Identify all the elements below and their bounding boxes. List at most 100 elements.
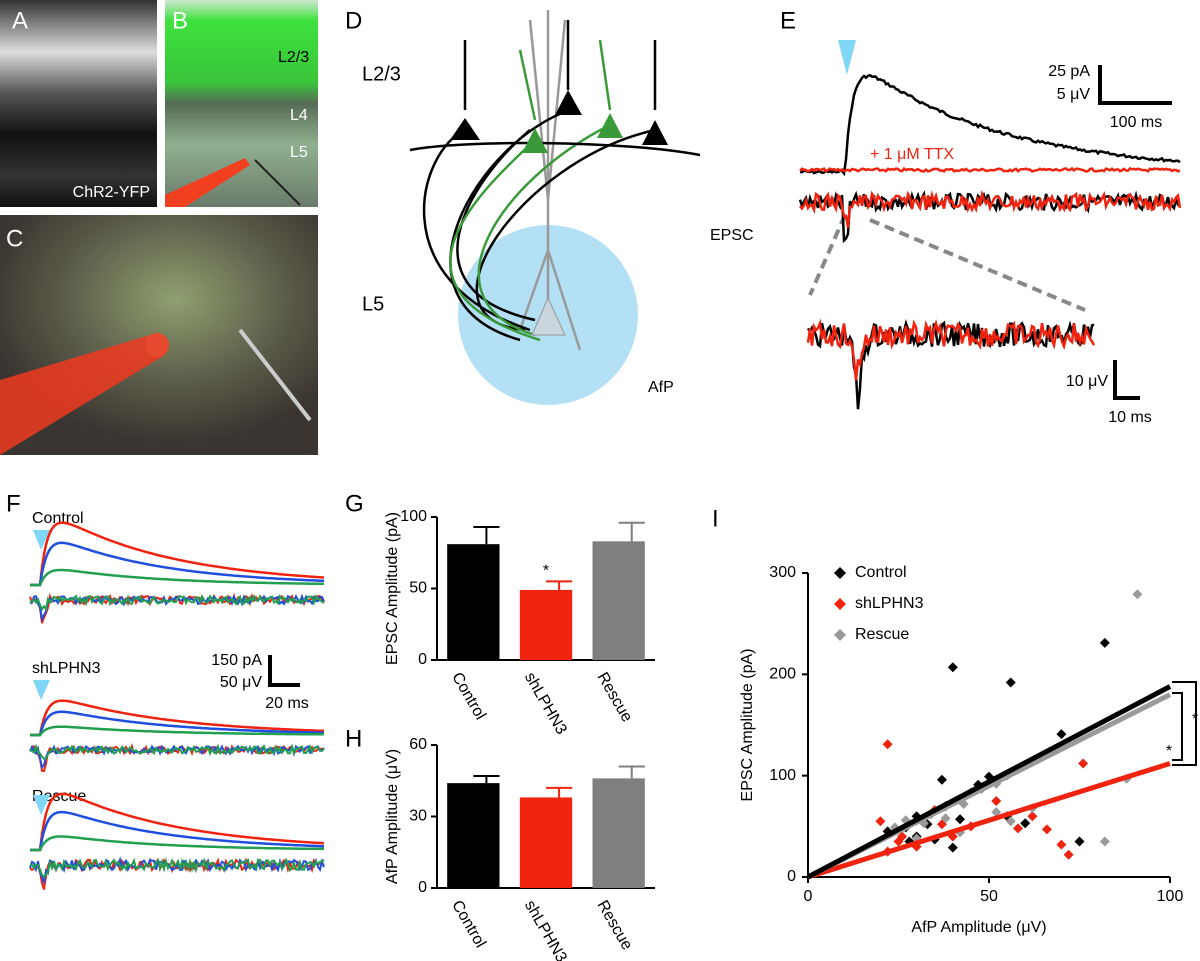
scatter-point [897, 831, 908, 842]
scale-label: 25 pA [1048, 63, 1090, 80]
trace [30, 521, 325, 587]
trace [30, 541, 324, 587]
panel-label: G [345, 490, 364, 517]
x-tick-label: 100 [1157, 888, 1184, 905]
layer-label: L5 [290, 144, 308, 161]
scatter-point [1041, 824, 1052, 835]
trace [30, 835, 324, 852]
neuron-schematic [409, 10, 701, 351]
legend-label: Rescue [855, 626, 909, 643]
x-tick-label: shLPHN3 [521, 670, 570, 738]
light-pulse [33, 680, 50, 700]
scatter-point [936, 774, 947, 785]
scatter-point [882, 739, 893, 750]
electrode [254, 159, 301, 206]
significance-star: * [1192, 711, 1198, 728]
significance-star: * [543, 563, 549, 580]
trace [30, 810, 325, 852]
scale-label: 5 μV [1057, 86, 1091, 103]
scale-bar [1113, 360, 1140, 400]
output-label: EPSC [710, 227, 754, 244]
scatter-point [1074, 836, 1085, 847]
x-tick-label: 0 [804, 888, 813, 905]
y-tick-label: 300 [769, 564, 796, 581]
legend-marker [834, 567, 846, 579]
x-tick-label: 50 [980, 888, 998, 905]
image-b [165, 0, 318, 207]
legend-marker [834, 598, 846, 610]
y-axis-label: EPSC Amplitude (pA) [739, 649, 756, 802]
y-axis-label: AfP Amplitude (μV) [384, 749, 401, 884]
condition-label: shLPHN3 [32, 660, 101, 677]
scatter-point [940, 813, 951, 824]
panel-label: C [6, 225, 23, 252]
scale-label: 150 pA [211, 652, 262, 669]
bar [519, 589, 573, 660]
y-tick-label: 50 [409, 580, 427, 597]
electrode [238, 328, 312, 422]
layer-label: L4 [290, 107, 308, 124]
scale-label: 50 μV [220, 674, 262, 691]
scatter-point [1078, 758, 1089, 769]
condition-label: Control [32, 510, 84, 527]
panel-label: D [345, 7, 362, 34]
trace [806, 318, 1096, 381]
light-pulse [33, 795, 50, 815]
soma [642, 120, 668, 145]
y-tick-label: 60 [409, 736, 427, 753]
panel-label: E [780, 7, 796, 34]
light-pulse [33, 530, 50, 550]
image-label: ChR2-YFP [73, 184, 150, 201]
scatter-point [1020, 818, 1031, 829]
significance-star: * [1166, 743, 1172, 760]
layer-label: L2/3 [362, 63, 401, 85]
image-a [0, 0, 157, 207]
y-tick-label: 200 [769, 666, 796, 683]
scatter-point [1027, 811, 1038, 822]
bar [447, 544, 500, 660]
soma [597, 113, 623, 138]
x-tick-label: Rescue [594, 898, 636, 954]
trace [799, 166, 1181, 174]
condition-label: + 1 μM TTX [870, 146, 954, 163]
soma [522, 128, 548, 153]
trace [29, 593, 325, 612]
panel-label: B [172, 7, 188, 34]
trace [30, 699, 325, 737]
y-tick-label: 100 [769, 767, 796, 784]
x-tick-label: shLPHN3 [521, 898, 570, 961]
y-tick-label: 0 [418, 651, 427, 668]
panel-label: F [6, 490, 21, 517]
bar [592, 778, 645, 888]
legend-label: Control [855, 564, 907, 581]
output-label: AfP [648, 379, 674, 396]
fit-line [807, 761, 1171, 880]
legend-marker [834, 629, 846, 641]
trace [29, 857, 325, 878]
trace [30, 710, 324, 737]
scatter-point [1099, 836, 1110, 847]
scale-label: 10 μV [1066, 373, 1108, 390]
trace [799, 73, 1181, 177]
scale-bar [1098, 65, 1172, 105]
scatter-point [947, 662, 958, 673]
scatter-point [1012, 823, 1023, 834]
bar [519, 797, 573, 888]
trace [29, 743, 325, 760]
x-axis-label: AfP Amplitude (μV) [911, 919, 1046, 936]
scatter-point [1099, 637, 1110, 648]
cell [145, 333, 169, 357]
trace [30, 725, 325, 737]
pipette [0, 335, 165, 455]
zoom-lines [808, 214, 1086, 312]
scatter-point [955, 814, 966, 825]
x-tick-label: Control [448, 898, 489, 951]
bar [447, 783, 500, 888]
soma [555, 90, 582, 115]
scatter-point [1132, 589, 1143, 600]
y-tick-label: 100 [400, 508, 427, 525]
trace [30, 792, 325, 852]
scatter-point [1056, 839, 1067, 850]
x-tick-label: Control [448, 670, 489, 723]
